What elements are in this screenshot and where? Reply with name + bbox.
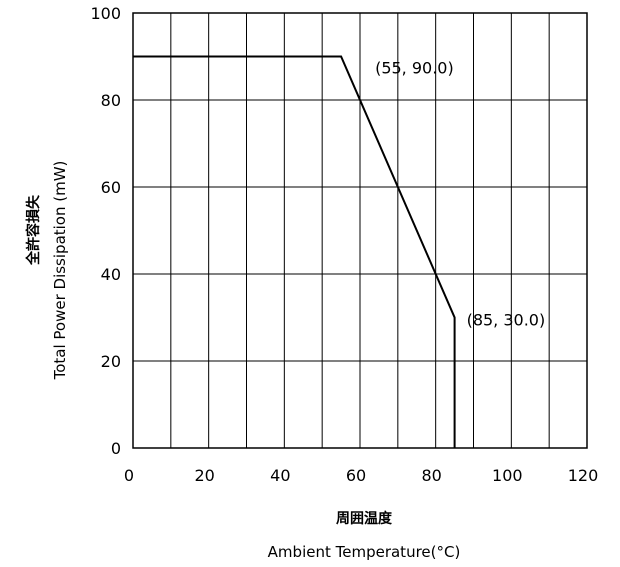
y-axis-title: Total Power Dissipation (mW) xyxy=(51,161,69,381)
series xyxy=(133,55,456,448)
plot-frame xyxy=(132,12,588,449)
series-line xyxy=(133,55,456,448)
y-tick-label: 100 xyxy=(90,4,121,23)
y-tick-label: 20 xyxy=(101,352,121,371)
x-tick-label: 120 xyxy=(568,466,599,485)
annotations: (55, 90.0) (85, 30.0) xyxy=(375,59,545,330)
y-tick-label: 40 xyxy=(101,265,121,284)
x-tick-label: 0 xyxy=(124,466,134,485)
point-annotation: (55, 90.0) xyxy=(375,59,454,78)
x-axis-title: Ambient Temperature(°C) xyxy=(268,543,461,561)
y-axis-title-jp: 全許容損失 xyxy=(25,194,42,266)
y-tick-label: 0 xyxy=(111,439,121,458)
x-tick-label: 100 xyxy=(492,466,523,485)
x-tick-label: 40 xyxy=(270,466,290,485)
tick-labels: 0 20 40 60 80 100 120 0 20 40 60 80 100 xyxy=(90,4,598,485)
x-tick-label: 20 xyxy=(194,466,214,485)
x-tick-label: 60 xyxy=(346,466,366,485)
x-tick-label: 80 xyxy=(421,466,441,485)
x-axis-title-jp: 周囲温度 xyxy=(336,510,393,527)
y-tick-label: 80 xyxy=(101,91,121,110)
point-annotation: (85, 30.0) xyxy=(467,311,546,330)
grid xyxy=(133,13,587,448)
y-tick-label: 60 xyxy=(101,178,121,197)
